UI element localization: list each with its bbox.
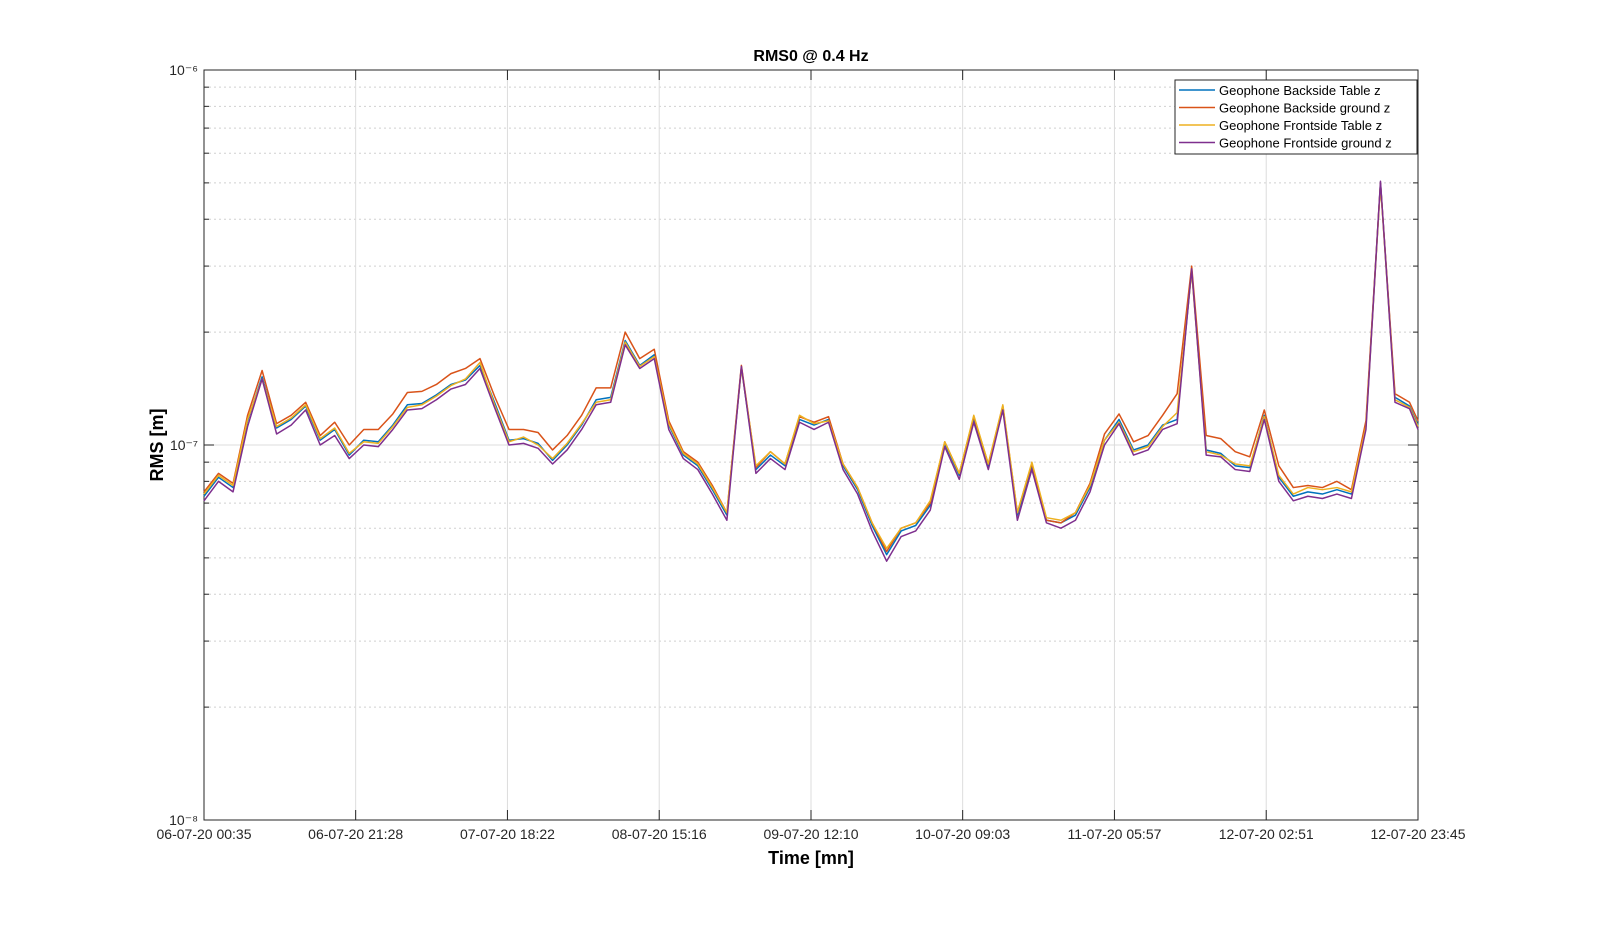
x-tick-label: 10-07-20 09:03 <box>915 826 1010 842</box>
x-tick-label: 09-07-20 12:10 <box>764 826 859 842</box>
x-tick-label: 06-07-20 21:28 <box>308 826 403 842</box>
legend-label: Geophone Frontside ground z <box>1219 136 1392 151</box>
x-axis-label: Time [mn] <box>768 848 854 868</box>
series-line <box>203 180 1419 562</box>
x-tick-label: 08-07-20 15:16 <box>612 826 707 842</box>
series-line <box>203 182 1419 553</box>
x-tick-label: 11-07-20 05:57 <box>1067 826 1161 842</box>
legend-box <box>1174 79 1418 155</box>
x-tick-label: 12-07-20 02:51 <box>1219 826 1314 842</box>
x-tick-label: 12-07-20 23:45 <box>1371 826 1466 842</box>
y-tick-label: 10⁻⁶ <box>169 62 198 78</box>
legend-label: Geophone Frontside Table z <box>1219 118 1382 133</box>
x-tick-label: 07-07-20 18:22 <box>460 826 555 842</box>
x-tick-label: 06-07-20 00:35 <box>157 826 252 842</box>
series-line <box>203 182 1419 556</box>
series-line <box>203 183 1419 550</box>
y-tick-label: 10⁻⁸ <box>169 812 198 828</box>
legend-label: Geophone Backside ground z <box>1219 101 1390 116</box>
y-axis-label: RMS [m] <box>147 409 167 482</box>
legend-label: Geophone Backside Table z <box>1219 83 1381 98</box>
chart-title: RMS0 @ 0.4 Hz <box>753 48 868 65</box>
plot-frame <box>203 69 1419 821</box>
y-tick-label: 10⁻⁷ <box>170 437 198 453</box>
